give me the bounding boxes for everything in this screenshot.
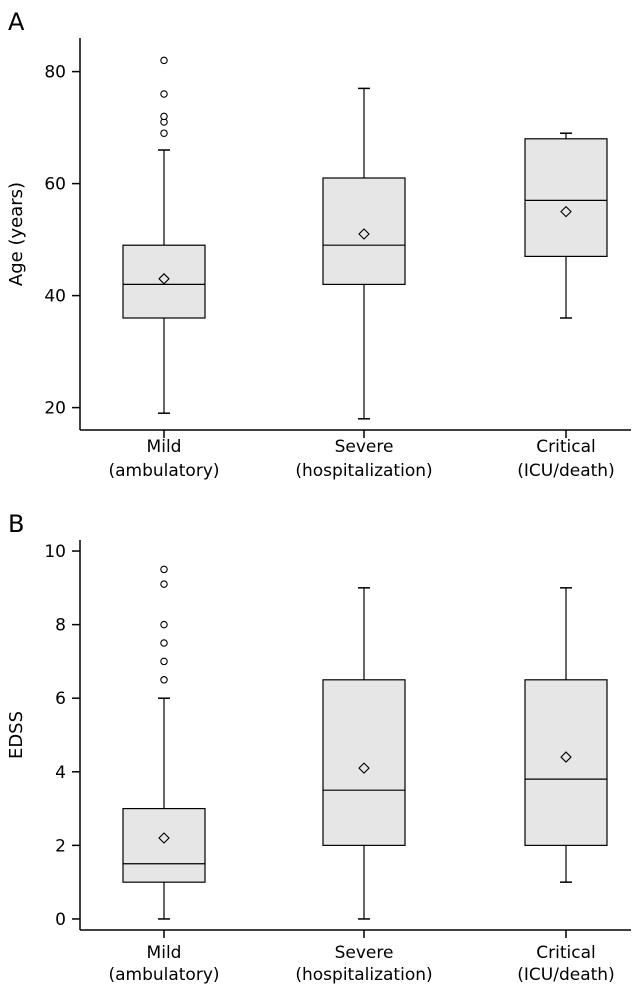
x-tick-label: (hospitalization) [295, 965, 432, 985]
box-iqr [524, 138, 608, 258]
y-axis-label: EDSS [6, 711, 27, 759]
outlier-point [160, 676, 168, 684]
x-tick-label: (ambulatory) [108, 461, 219, 481]
x-tick-label: (hospitalization) [295, 461, 432, 481]
mean-marker [158, 832, 170, 844]
y-tick-label: 60 [44, 175, 66, 195]
outlier-point [160, 129, 168, 137]
mean-marker [158, 273, 170, 285]
outlier-point [160, 565, 168, 574]
x-tick-label: (ICU/death) [517, 461, 614, 481]
y-tick-label: 4 [55, 763, 66, 783]
y-tick-label: 20 [44, 399, 66, 419]
y-tick-label: 0 [55, 910, 66, 930]
x-tick-label: Critical [536, 437, 595, 457]
y-tick-label: 10 [44, 542, 66, 562]
x-tick-label: Mild [147, 437, 182, 457]
mean-marker [358, 762, 370, 774]
y-tick-label: 80 [44, 63, 66, 83]
y-tick-label: 2 [55, 836, 66, 856]
box-iqr [122, 807, 206, 883]
x-tick-label: Severe [335, 437, 394, 457]
panel-label: B [8, 510, 24, 538]
mean-marker [358, 228, 370, 240]
outlier-point [160, 90, 168, 98]
outlier-point [160, 112, 168, 121]
outlier-point [160, 580, 168, 588]
x-tick-label: Critical [536, 943, 595, 963]
y-axis-label: Age (years) [6, 182, 27, 286]
outlier-point [160, 56, 168, 65]
mean-marker [560, 751, 572, 763]
y-tick-label: 40 [44, 287, 66, 307]
x-tick-label: (ICU/death) [517, 965, 614, 985]
x-tick-label: (ambulatory) [108, 965, 219, 985]
outlier-point [160, 639, 168, 647]
panel-label: A [8, 8, 25, 36]
x-tick-label: Severe [335, 943, 394, 963]
outlier-point [160, 657, 168, 666]
mean-marker [560, 205, 572, 218]
y-tick-label: 8 [55, 616, 66, 636]
x-tick-label: Mild [147, 943, 182, 963]
y-tick-label: 6 [55, 689, 66, 709]
outlier-point [160, 620, 168, 629]
